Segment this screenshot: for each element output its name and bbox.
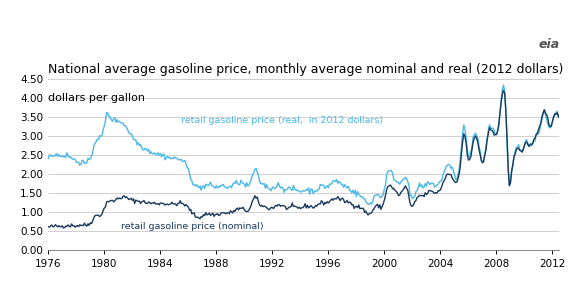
Text: dollars per gallon: dollars per gallon	[48, 93, 145, 103]
Text: retail gasoline price (nominal): retail gasoline price (nominal)	[121, 222, 264, 231]
Text: retail gasoline price (real,  in 2012 dollars): retail gasoline price (real, in 2012 dol…	[181, 116, 383, 125]
Text: National average gasoline price, monthly average nominal and real (2012 dollars): National average gasoline price, monthly…	[48, 63, 563, 76]
Text: eia: eia	[538, 38, 559, 51]
